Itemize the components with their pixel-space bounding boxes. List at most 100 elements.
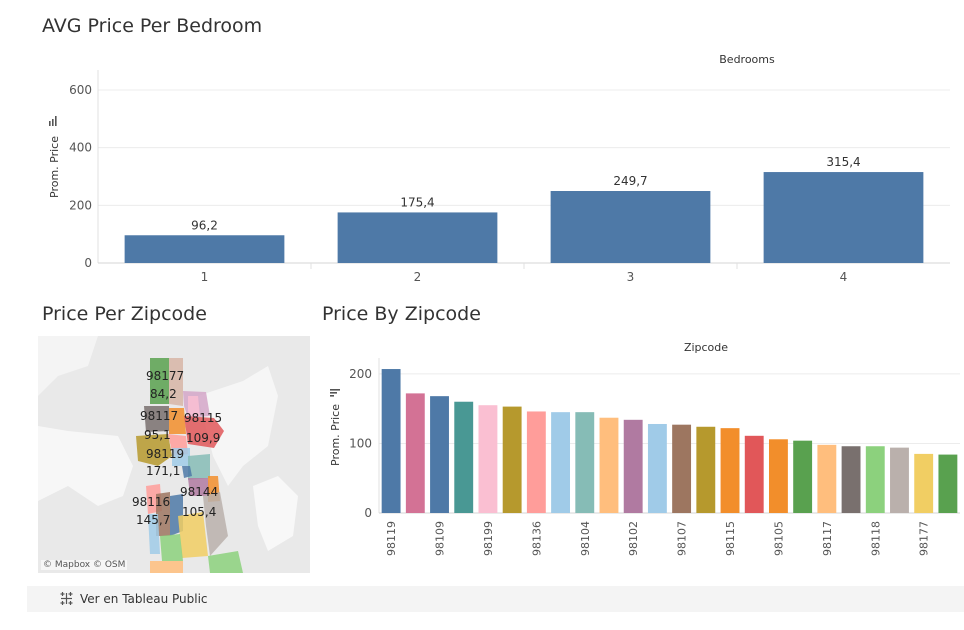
bar-zipcode[interactable] bbox=[696, 426, 716, 513]
x-tick-label: 98117 bbox=[821, 521, 834, 556]
map-label: 98115 bbox=[184, 411, 222, 425]
zipcode-y-axis-label: Prom. Price bbox=[329, 404, 342, 466]
bar-zipcode[interactable] bbox=[865, 446, 885, 513]
x-tick-label: 98199 bbox=[482, 521, 495, 556]
zip-region[interactable] bbox=[178, 512, 208, 558]
x-tick-label: 98109 bbox=[434, 521, 447, 556]
bar-zipcode[interactable] bbox=[938, 454, 958, 513]
zip-region[interactable] bbox=[136, 434, 172, 466]
bar-bedroom-4[interactable] bbox=[763, 172, 924, 263]
zip-region[interactable] bbox=[169, 358, 183, 406]
bar-zipcode[interactable] bbox=[841, 446, 861, 513]
zipcode-bar-chart[interactable]: Zipcode Prom. Price 0 100 200 98119 98109 98… bbox=[0, 0, 964, 586]
bedroom-y-axis-label: Prom. Price bbox=[48, 136, 61, 198]
zip-region[interactable] bbox=[169, 408, 186, 434]
bar-zipcode[interactable] bbox=[551, 412, 571, 513]
bar-zipcode[interactable] bbox=[526, 411, 546, 513]
zip-region[interactable] bbox=[188, 454, 210, 480]
x-tick-label: 1 bbox=[201, 270, 209, 284]
map-label: 95,1 bbox=[144, 428, 171, 442]
zipcode-map[interactable]: 98177 84,2 98117 98115 95,1 109,9 98119 171,1 98… bbox=[38, 336, 310, 573]
view-on-tableau-link[interactable]: Ver en Tableau Public bbox=[59, 591, 208, 606]
zip-region[interactable] bbox=[156, 492, 170, 536]
map-label: 98117 bbox=[140, 409, 178, 423]
sort-lines-icon[interactable] bbox=[330, 389, 340, 397]
zipcode-header: Zipcode bbox=[684, 341, 728, 354]
zip-region[interactable] bbox=[160, 534, 183, 561]
zip-region[interactable] bbox=[208, 551, 243, 573]
sort-bars-icon[interactable] bbox=[49, 116, 57, 126]
y-tick-label: 0 bbox=[84, 256, 92, 270]
zip-region[interactable] bbox=[188, 478, 210, 496]
y-tick-label: 600 bbox=[69, 83, 92, 97]
tableau-logo-icon bbox=[60, 592, 73, 605]
bar-zipcode[interactable] bbox=[381, 369, 401, 513]
bar-zipcode[interactable] bbox=[623, 419, 643, 513]
bar-zipcode[interactable] bbox=[405, 393, 425, 513]
view-on-tableau-label: Ver en Tableau Public bbox=[80, 591, 208, 606]
bar-zipcode[interactable] bbox=[599, 417, 619, 513]
x-tick-label: 98102 bbox=[627, 521, 640, 556]
bar-zipcode[interactable] bbox=[454, 401, 474, 513]
x-tick-label: 4 bbox=[840, 270, 848, 284]
zip-region[interactable] bbox=[150, 561, 183, 573]
x-tick-label: 98107 bbox=[676, 521, 689, 556]
bar-bedroom-1[interactable] bbox=[124, 235, 285, 263]
bar-bedroom-3[interactable] bbox=[550, 191, 711, 263]
bar-zipcode[interactable] bbox=[478, 405, 498, 513]
y-tick-label: 100 bbox=[349, 436, 372, 450]
map-title: Price Per Zipcode bbox=[42, 303, 207, 325]
bar-zipcode[interactable] bbox=[647, 423, 667, 513]
bar-zipcode[interactable] bbox=[430, 396, 449, 513]
bar-zipcode[interactable] bbox=[793, 440, 813, 513]
zip-region[interactable] bbox=[148, 514, 160, 554]
map-label: 98177 bbox=[146, 369, 184, 383]
zip-region[interactable] bbox=[184, 416, 224, 448]
water-area bbox=[198, 366, 278, 486]
water-area bbox=[38, 336, 98, 396]
map-label: 98144 bbox=[180, 485, 218, 499]
bar-zipcode[interactable] bbox=[502, 406, 522, 513]
bar-zipcode[interactable] bbox=[768, 439, 788, 513]
bar-value-label: 96,2 bbox=[191, 218, 218, 232]
map-attribution[interactable]: © Mapbox © OSM bbox=[41, 560, 128, 570]
zip-region[interactable] bbox=[182, 466, 192, 478]
bar-zipcode[interactable] bbox=[575, 412, 595, 513]
bar-zipcode[interactable] bbox=[744, 435, 764, 513]
bar-value-label: 175,4 bbox=[400, 195, 434, 209]
bedroom-bar-chart[interactable]: Bedrooms Prom. Price 0 200 400 600 96,2 175,… bbox=[0, 0, 964, 300]
map-label: 145,7 bbox=[136, 513, 170, 527]
y-tick-label: 0 bbox=[364, 506, 372, 520]
water-area bbox=[38, 426, 133, 506]
x-tick-label: 98119 bbox=[385, 521, 398, 556]
bar-value-label: 315,4 bbox=[826, 155, 860, 169]
x-tick-label: 98136 bbox=[530, 521, 543, 556]
y-tick-label: 400 bbox=[69, 141, 92, 155]
zip-region[interactable] bbox=[203, 492, 228, 556]
zip-region[interactable] bbox=[144, 406, 169, 432]
bedroom-chart-title: AVG Price Per Bedroom bbox=[42, 15, 263, 37]
x-tick-label: 98105 bbox=[772, 521, 785, 556]
y-tick-label: 200 bbox=[349, 367, 372, 381]
zip-region[interactable] bbox=[150, 358, 169, 404]
x-tick-label: 98118 bbox=[869, 521, 882, 556]
bar-zipcode[interactable] bbox=[672, 424, 692, 513]
bar-zipcode[interactable] bbox=[890, 447, 909, 513]
bar-zipcode[interactable] bbox=[817, 444, 837, 513]
map-label: 171,1 bbox=[146, 464, 180, 478]
y-tick-label: 200 bbox=[69, 198, 92, 212]
x-tick-label: 2 bbox=[414, 270, 422, 284]
map-label: 98119 bbox=[146, 447, 184, 461]
zip-region[interactable] bbox=[172, 448, 190, 466]
zip-region[interactable] bbox=[188, 396, 200, 416]
map-label: 105,4 bbox=[182, 505, 216, 519]
bedrooms-header: Bedrooms bbox=[719, 53, 775, 66]
x-tick-label: 98177 bbox=[918, 521, 931, 556]
water-area bbox=[253, 476, 298, 551]
x-tick-label: 3 bbox=[627, 270, 635, 284]
bar-bedroom-2[interactable] bbox=[337, 212, 498, 263]
bar-zipcode[interactable] bbox=[720, 428, 740, 513]
bar-zipcode[interactable] bbox=[914, 453, 934, 513]
bar-value-label: 249,7 bbox=[613, 174, 647, 188]
x-tick-label: 98104 bbox=[579, 521, 592, 556]
